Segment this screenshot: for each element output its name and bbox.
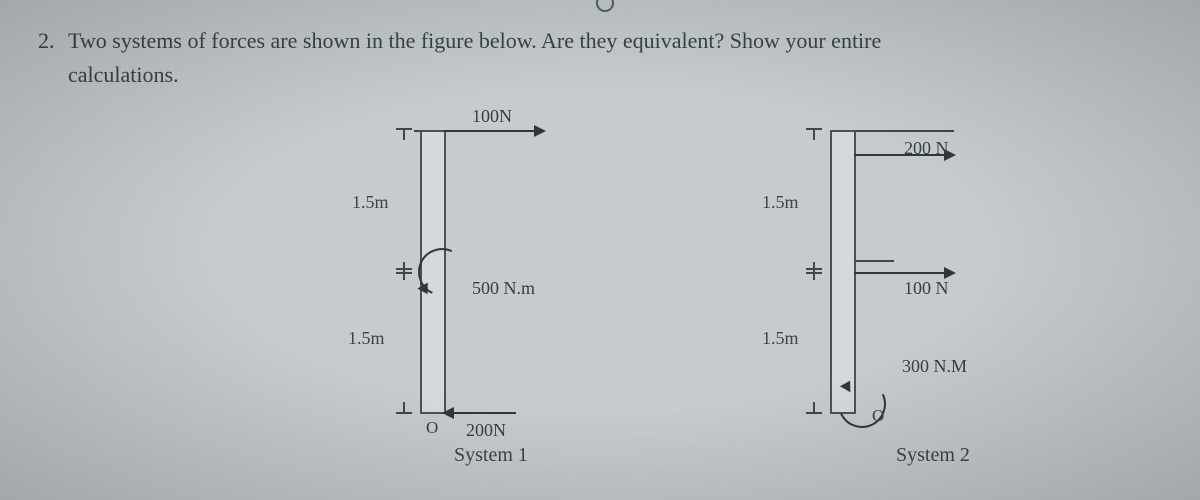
system2-tick-bot xyxy=(804,402,824,414)
system1-moment-label: 500 N.m xyxy=(472,278,535,299)
system1-top-stub xyxy=(414,130,420,132)
system2-force-mid-label: 100 N xyxy=(904,278,949,299)
system1-origin: O xyxy=(426,418,438,438)
question-line2: calculations. xyxy=(68,58,1160,92)
system1-tick-bot xyxy=(394,402,414,414)
question-text: 2.Two systems of forces are shown in the… xyxy=(38,24,1160,92)
system1-dim-upper: 1.5m xyxy=(352,192,389,213)
system2-dim-lower: 1.5m xyxy=(762,328,799,349)
question-line1: Two systems of forces are shown in the f… xyxy=(68,28,881,53)
system2-origin: O xyxy=(872,406,884,426)
system2-beam xyxy=(830,130,856,414)
system2-caption: System 2 xyxy=(896,444,970,467)
system1-force-bottom-label: 200N xyxy=(466,420,506,441)
system1-force-top-label: 100N xyxy=(472,106,512,127)
system1-tick-mid2 xyxy=(394,268,414,280)
system2-dim-upper: 1.5m xyxy=(762,192,799,213)
system1-force-bottom xyxy=(444,412,516,414)
figure-stage: 1.5m 1.5m 100N 500 N.m O 200N System 1 1… xyxy=(0,110,1200,500)
arrow-head-icon xyxy=(534,125,546,137)
system1-caption: System 1 xyxy=(454,444,528,467)
system2-mid-stub xyxy=(854,260,894,262)
system2-tick-mid2 xyxy=(804,268,824,280)
system1-tick-top xyxy=(394,128,414,140)
system2-moment-label: 300 N.M xyxy=(902,356,967,377)
system1-dim-lower: 1.5m xyxy=(348,328,385,349)
page-ring-artifact xyxy=(596,0,614,12)
question-number: 2. xyxy=(38,24,68,58)
arrow-head-icon xyxy=(442,407,454,419)
system2-tick-top xyxy=(804,128,824,140)
system1-force-top xyxy=(444,130,544,132)
system2-force-top-label: 200 N xyxy=(904,138,949,159)
system2-force-mid xyxy=(854,272,954,274)
system2-top-stub xyxy=(854,130,954,132)
